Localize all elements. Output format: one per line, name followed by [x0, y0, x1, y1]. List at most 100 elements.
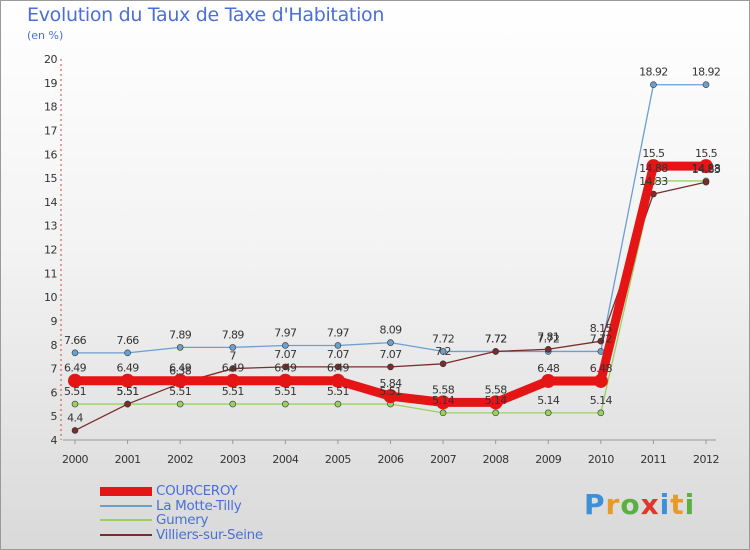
data-label-villiers-sur-seine: 5.51 [117, 385, 139, 398]
data-point-villiers-sur-seine [544, 345, 552, 353]
y-tick-label: 14 [44, 196, 57, 209]
logo-letter: x [640, 488, 660, 521]
data-point-la-motte-tilly [71, 349, 79, 357]
x-tick-label: 2005 [325, 453, 351, 466]
x-tick-label: 2011 [640, 453, 666, 466]
data-label-gumery: 5.14 [537, 394, 560, 407]
legend-label-courceroy: COURCEROY [156, 483, 238, 499]
x-tick-label: 2001 [115, 453, 141, 466]
data-point-courceroy [541, 373, 556, 388]
y-tick-label: 19 [44, 77, 57, 90]
data-label-courceroy: 6.49 [222, 362, 245, 375]
data-label-la-motte-tilly: 18.92 [639, 66, 668, 79]
data-label-courceroy: 6.49 [274, 362, 297, 375]
data-label-villiers-sur-seine: 14.33 [639, 175, 668, 188]
data-label-gumery: 5.51 [274, 385, 296, 398]
data-label-courceroy: 6.49 [117, 362, 140, 375]
logo-letter: i [684, 488, 696, 521]
y-tick-label: 12 [44, 244, 57, 257]
y-tick-label: 10 [44, 291, 57, 304]
data-label-gumery: 5.14 [432, 394, 455, 407]
y-tick-label: 7 [51, 363, 58, 376]
data-point-gumery [492, 409, 499, 417]
data-label-courceroy: 5.58 [432, 383, 455, 396]
data-label-gumery: 5.51 [222, 385, 244, 398]
data-point-la-motte-tilly [334, 342, 342, 349]
data-point-villiers-sur-seine [124, 400, 131, 408]
data-label-la-motte-tilly: 7.97 [327, 326, 350, 339]
legend-swatch-villiers-sur-seine [100, 533, 152, 536]
data-point-gumery [176, 400, 184, 408]
data-label-villiers-sur-seine: 7.2 [435, 345, 451, 358]
y-tick-label: 15 [44, 172, 57, 185]
logo-letter: t [670, 488, 685, 521]
data-point-la-motte-tilly [650, 81, 657, 89]
data-point-villiers-sur-seine [439, 360, 447, 368]
data-point-courceroy [68, 373, 82, 388]
data-label-courceroy: 6.48 [537, 362, 560, 375]
data-label-la-motte-tilly: 7.89 [169, 328, 192, 341]
data-label-gumery: 5.51 [379, 385, 401, 398]
data-point-villiers-sur-seine [387, 363, 394, 371]
data-point-villiers-sur-seine [71, 427, 79, 434]
data-point-courceroy [120, 373, 135, 388]
data-point-courceroy [488, 395, 503, 410]
data-label-villiers-sur-seine: 7 [230, 350, 237, 363]
data-label-villiers-sur-seine: 14.83 [692, 163, 721, 176]
data-point-villiers-sur-seine [597, 337, 605, 345]
data-point-courceroy [593, 373, 608, 388]
data-label-courceroy: 5.58 [485, 383, 508, 396]
data-point-courceroy [173, 373, 188, 388]
data-label-courceroy: 6.49 [64, 362, 87, 375]
data-point-gumery [71, 400, 79, 408]
x-tick-label: 2002 [167, 453, 193, 466]
data-label-la-motte-tilly: 7.72 [590, 332, 612, 345]
data-label-villiers-sur-seine: 7.72 [485, 332, 507, 345]
data-label-villiers-sur-seine: 7.07 [327, 348, 350, 361]
y-tick-label: 16 [44, 148, 57, 161]
x-tick-label: 2010 [588, 453, 614, 466]
data-label-villiers-sur-seine: 6.38 [169, 364, 192, 377]
legend-swatch-gumery [100, 519, 152, 521]
data-label-villiers-sur-seine: 8.15 [590, 322, 613, 335]
data-point-la-motte-tilly [176, 344, 184, 351]
y-tick-label: 18 [44, 101, 57, 114]
logo-letter: r [605, 488, 621, 521]
y-tick-label: 13 [44, 220, 57, 233]
data-label-la-motte-tilly: 18.92 [692, 66, 721, 79]
data-point-la-motte-tilly [124, 349, 131, 357]
data-label-villiers-sur-seine: 4.4 [67, 411, 83, 424]
logo-letter: P [584, 488, 606, 521]
x-tick-label: 2004 [272, 453, 298, 466]
data-point-courceroy [699, 159, 713, 174]
data-label-villiers-sur-seine: 7.81 [537, 330, 559, 343]
y-tick-label: 4 [51, 434, 58, 447]
data-point-courceroy [383, 389, 398, 404]
data-point-villiers-sur-seine [492, 348, 499, 355]
data-point-villiers-sur-seine [229, 365, 237, 372]
data-label-la-motte-tilly: 7.72 [485, 332, 507, 345]
data-point-gumery [282, 400, 289, 408]
data-point-courceroy [278, 373, 293, 388]
data-label-gumery: 5.14 [485, 394, 508, 407]
data-point-la-motte-tilly [439, 348, 447, 355]
data-point-la-motte-tilly [702, 81, 710, 89]
data-label-gumery: 5.51 [117, 385, 139, 398]
data-label-courceroy: 6.48 [590, 362, 613, 375]
data-point-gumery [544, 409, 552, 417]
data-point-gumery [597, 409, 605, 417]
data-point-villiers-sur-seine [282, 363, 289, 371]
logo-letter: i [659, 488, 671, 521]
data-point-gumery [229, 400, 237, 408]
data-point-courceroy [646, 159, 661, 174]
y-tick-label: 9 [51, 315, 58, 328]
x-tick-label: 2003 [220, 453, 246, 466]
data-point-gumery [439, 409, 447, 417]
data-label-la-motte-tilly: 7.66 [64, 334, 87, 347]
legend-swatch-courceroy [100, 487, 152, 496]
data-point-la-motte-tilly [229, 344, 237, 351]
y-tick-label: 11 [44, 267, 57, 280]
data-label-courceroy: 6.49 [327, 362, 350, 375]
data-label-courceroy: 15.5 [695, 147, 718, 160]
data-label-la-motte-tilly: 7.66 [117, 334, 140, 347]
